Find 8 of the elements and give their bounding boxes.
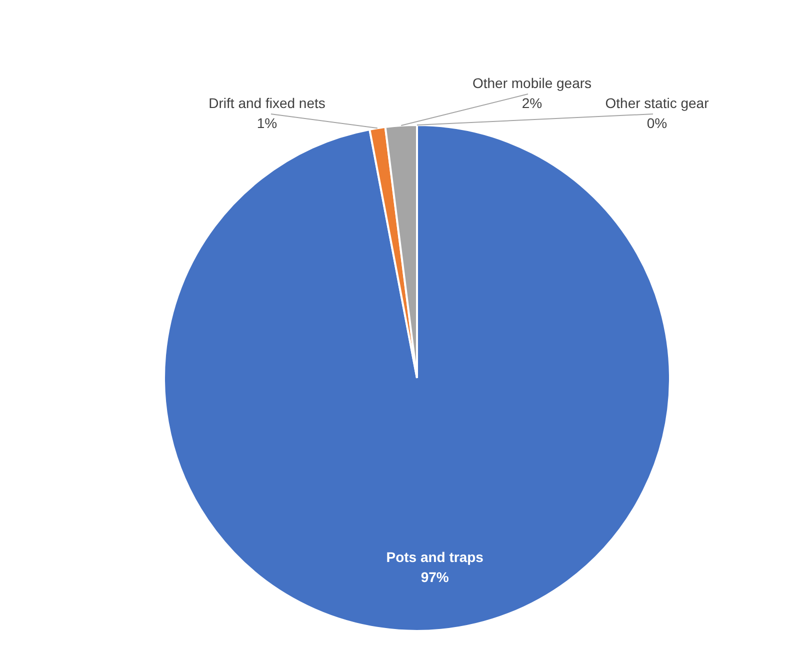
data-label: 97% xyxy=(420,568,450,585)
text: 0% xyxy=(646,115,668,131)
data-label: 1% xyxy=(256,115,278,131)
data-label: 2% xyxy=(522,95,542,111)
slice-label: Other mobile gears xyxy=(472,75,592,91)
slice-label: Pots and traps xyxy=(386,548,484,565)
category-label: Other static gear xyxy=(605,95,709,111)
slice-label: Drift and fixed nets xyxy=(208,95,326,111)
